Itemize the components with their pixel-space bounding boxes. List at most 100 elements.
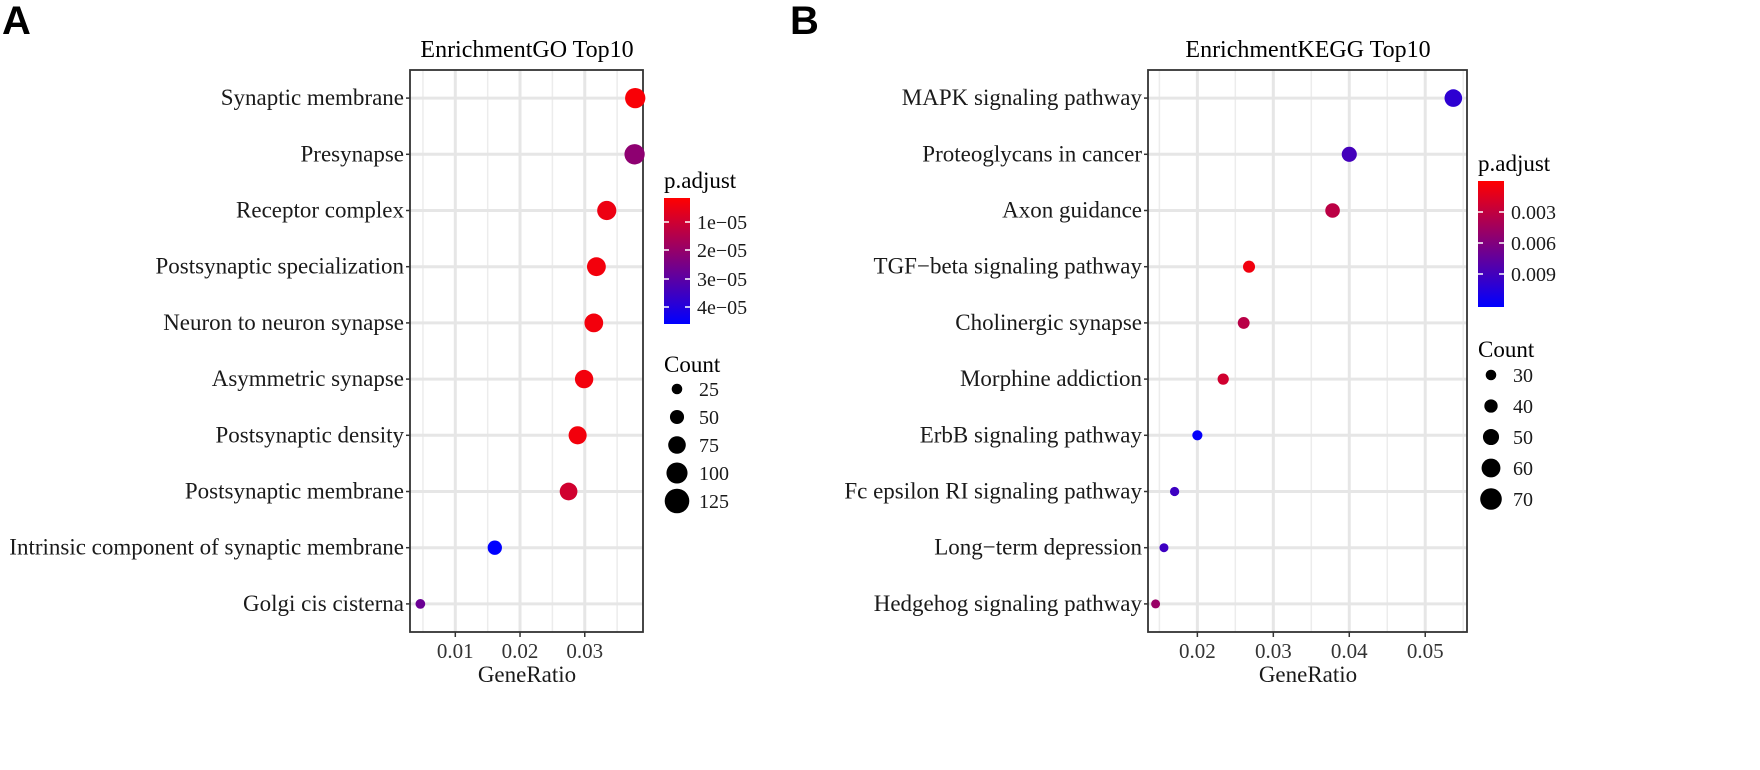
color-bar-tick-label: 0.003	[1511, 202, 1556, 224]
y-tick-label: Postsynaptic specialization	[156, 254, 405, 279]
color-bar-tick-label: 1e−05	[697, 212, 747, 234]
y-tick-label: Hedgehog signaling pathway	[874, 591, 1143, 616]
x-tick-label: 0.03	[566, 639, 603, 663]
size-legend-label: 125	[699, 491, 729, 513]
size-legend-dot	[1482, 428, 1500, 446]
x-axis-label-go: GeneRatio	[478, 662, 576, 687]
size-legend-label: 50	[1513, 427, 1533, 449]
data-point	[1237, 316, 1250, 329]
size-legend-dot	[666, 462, 688, 484]
panel-a: A EnrichmentGO Top10 Synaptic membrane Pr…	[2, 0, 747, 687]
y-tick-label: Fc epsilon RI signaling pathway	[844, 479, 1142, 504]
y-tick-label: TGF−beta signaling pathway	[874, 254, 1143, 279]
x-tick-label: 0.04	[1331, 639, 1368, 663]
legend-size-kegg: Count 30 40 50 60 70	[1478, 337, 1535, 511]
size-legend-dot	[1481, 458, 1501, 478]
size-legend-entries-go: 25 50 75 100 125	[664, 379, 729, 514]
chart-title-kegg: EnrichmentKEGG Top10	[1185, 37, 1430, 63]
y-tick-label: MAPK signaling pathway	[902, 85, 1143, 110]
grid	[410, 70, 643, 632]
data-point	[574, 369, 594, 389]
data-point	[624, 144, 645, 165]
size-legend-entries-kegg: 30 40 50 60 70	[1480, 365, 1533, 511]
y-tick-label: Presynapse	[301, 141, 404, 166]
color-bar-tick-label: 0.006	[1511, 233, 1556, 255]
color-bar-tick-label: 3e−05	[697, 269, 747, 291]
color-bar-tick-label: 2e−05	[697, 240, 747, 262]
size-legend-dot	[671, 383, 683, 395]
data-point	[1159, 543, 1169, 553]
chart-title-go: EnrichmentGO Top10	[420, 37, 633, 63]
size-legend-label: 60	[1513, 458, 1533, 480]
legend-color-kegg: p.adjust 0.003 0.006 0.009	[1478, 151, 1556, 307]
data-point	[1341, 146, 1357, 162]
legend-size-go: Count 25 50 75 100 125	[664, 352, 729, 514]
size-legend-dot	[668, 436, 686, 454]
color-bar-ticks-go: 1e−05 2e−05 3e−05 4e−05	[664, 212, 747, 319]
y-tick-label: Receptor complex	[236, 198, 404, 223]
legend-color-go: p.adjust 1e−05 2e−05 3e−05 4e−05	[664, 168, 747, 324]
size-legend-dot	[664, 488, 690, 514]
grid	[1148, 70, 1467, 632]
panel-letter-a: A	[2, 0, 31, 43]
x-tick-label: 0.01	[437, 639, 474, 663]
color-bar-kegg	[1478, 181, 1504, 307]
data-point	[559, 482, 578, 501]
color-bar-tick-label: 4e−05	[697, 297, 747, 319]
plot-border	[409, 69, 644, 633]
y-tick-label: Postsynaptic membrane	[185, 479, 404, 504]
y-tick-label: Intrinsic component of synaptic membrane	[9, 535, 404, 560]
size-legend-label: 30	[1513, 365, 1533, 387]
y-tick-label: Golgi cis cisterna	[243, 591, 404, 616]
x-tick-label: 0.03	[1255, 639, 1292, 663]
legend-size-title-kegg: Count	[1478, 337, 1535, 362]
size-legend-label: 75	[699, 435, 719, 457]
panel-letter-b: B	[790, 0, 819, 43]
legend-color-title-kegg: p.adjust	[1478, 151, 1551, 176]
data-point	[1325, 203, 1340, 218]
data-point	[1151, 599, 1161, 609]
data-point	[597, 200, 617, 221]
data-point	[568, 426, 587, 445]
color-bar-go	[664, 198, 690, 324]
plot-area-kegg: MAPK signaling pathway Proteoglycans in c…	[844, 69, 1468, 663]
y-tick-label: Postsynaptic density	[216, 422, 405, 447]
data-point	[586, 257, 606, 277]
y-tick-label: ErbB signaling pathway	[920, 422, 1143, 447]
data-point	[1444, 89, 1463, 107]
size-legend-dot	[1480, 488, 1502, 510]
y-tick-label: Neuron to neuron synapse	[163, 310, 404, 335]
data-point	[487, 540, 502, 555]
y-tick-label: Cholinergic synapse	[955, 310, 1142, 335]
size-legend-label: 25	[699, 379, 719, 401]
size-legend-label: 70	[1513, 489, 1533, 511]
data-point	[1242, 260, 1256, 273]
data-point	[415, 599, 426, 609]
color-bar-tick-label: 0.009	[1511, 264, 1556, 286]
size-legend-dot	[669, 409, 685, 425]
data-point	[584, 313, 604, 333]
x-axis-label-kegg: GeneRatio	[1259, 662, 1357, 687]
size-legend-dot	[1484, 399, 1498, 413]
plot-area-go: Synaptic membrane Presynapse Receptor comp…	[9, 69, 646, 663]
size-legend-dot	[1485, 369, 1497, 381]
legend-color-title-go: p.adjust	[664, 168, 737, 193]
x-tick-label: 0.02	[502, 639, 539, 663]
y-tick-label: Morphine addiction	[960, 366, 1143, 391]
data-point	[1192, 430, 1203, 441]
size-legend-label: 40	[1513, 396, 1533, 418]
x-tick-label: 0.05	[1407, 639, 1444, 663]
y-tick-label: Axon guidance	[1002, 198, 1142, 223]
data-point	[1169, 486, 1180, 497]
y-tick-label: Proteoglycans in cancer	[922, 141, 1142, 166]
plot-border	[1147, 69, 1468, 633]
x-tick-label: 0.02	[1179, 639, 1216, 663]
y-tick-label: Synaptic membrane	[221, 85, 404, 110]
y-tick-label: Asymmetric synapse	[212, 366, 404, 391]
panel-b: B EnrichmentKEGG Top10 MAPK signaling pa…	[790, 0, 1556, 687]
size-legend-label: 100	[699, 463, 729, 485]
size-legend-label: 50	[699, 407, 719, 429]
data-point	[625, 87, 646, 109]
y-tick-label: Long−term depression	[934, 535, 1142, 560]
color-bar-ticks-kegg: 0.003 0.006 0.009	[1478, 202, 1556, 286]
